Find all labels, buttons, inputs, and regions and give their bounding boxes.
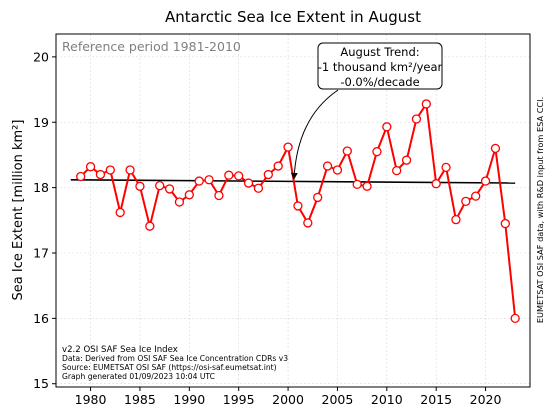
- x-tick-label: 1995: [223, 392, 255, 407]
- side-credit-note: EUMETSAT OSI SAF data, with R&D input fr…: [535, 97, 545, 323]
- data-point: [224, 170, 234, 180]
- x-tick-label: 2005: [322, 392, 354, 407]
- data-point: [313, 192, 323, 203]
- data-point: [303, 218, 313, 228]
- x-tick-label: 1980: [75, 392, 107, 407]
- plot-frame: [55, 33, 531, 388]
- data-point: [421, 99, 431, 109]
- data-point: [322, 161, 333, 171]
- data-point: [490, 143, 501, 154]
- x-tick-label: 2010: [371, 392, 403, 407]
- annotation-line-1: August Trend:: [340, 45, 419, 59]
- annotation-arrow: [290, 89, 339, 180]
- data-point: [204, 175, 214, 185]
- data-point: [500, 218, 510, 229]
- data-point: [135, 181, 145, 191]
- data-point: [115, 207, 125, 218]
- data-point: [85, 162, 96, 172]
- data-point: [461, 196, 471, 206]
- x-tick-label: 2020: [470, 392, 502, 407]
- data-point: [273, 161, 283, 171]
- data-point: [76, 171, 86, 182]
- annotation-line-2: -1 thousand km²/year: [318, 60, 443, 74]
- data-point: [214, 190, 224, 201]
- data-point: [411, 114, 422, 124]
- data-point: [174, 197, 185, 207]
- data-point: [362, 181, 372, 191]
- y-tick-label: 19: [33, 115, 49, 130]
- x-tick-label: 2000: [272, 392, 304, 407]
- info-line-source: Source: EUMETSAT OSI SAF (https://osi-sa…: [62, 363, 277, 372]
- data-point: [253, 183, 264, 193]
- data-point: [451, 215, 461, 225]
- info-line-data: Data: Derived from OSI SAF Sea Ice Conce…: [62, 354, 288, 363]
- data-point: [382, 122, 392, 132]
- data-point: [194, 176, 204, 186]
- y-axis-label: Sea Ice Extent [million km²]: [11, 120, 26, 301]
- x-tick-label: 2015: [420, 392, 452, 407]
- data-point: [372, 147, 382, 157]
- data-point: [441, 162, 451, 173]
- y-axis: 15 16 17 18 19 20: [33, 49, 56, 391]
- data-point: [125, 165, 135, 175]
- data-point: [401, 155, 412, 165]
- y-tick-label: 18: [33, 180, 49, 195]
- data-point: [392, 165, 402, 176]
- y-tick-label: 15: [33, 376, 49, 391]
- data-point: [155, 181, 165, 191]
- data-point: [105, 165, 115, 175]
- x-tick-label: 1985: [124, 392, 156, 407]
- data-point: [164, 184, 175, 194]
- data-point: [234, 171, 244, 181]
- x-axis: 1980 1985 1990 1995 2000 2005 2010 2015 2020: [75, 387, 502, 407]
- data-point: [263, 169, 273, 180]
- data-point: [352, 179, 362, 190]
- y-tick-label: 16: [33, 311, 49, 326]
- data-point: [332, 165, 343, 175]
- data-point: [145, 221, 155, 231]
- trend-annotation: August Trend: -1 thousand km²/year -0.0%…: [290, 42, 443, 180]
- data-point: [243, 178, 254, 188]
- x-tick-label: 1990: [173, 392, 205, 407]
- annotation-line-3: -0.0%/decade: [340, 75, 419, 89]
- series-line: [79, 101, 517, 319]
- data-point: [480, 176, 491, 186]
- info-line-generated: Graph generated 01/09/2023 10:04 UTC: [62, 372, 215, 381]
- data-point: [510, 313, 520, 324]
- data-point: [293, 201, 303, 211]
- data-point: [471, 191, 481, 201]
- data-point: [283, 142, 293, 152]
- chart-title: Antarctic Sea Ice Extent in August: [165, 8, 421, 26]
- annotation-box: [317, 42, 443, 90]
- data-point: [95, 169, 106, 180]
- y-tick-label: 20: [33, 49, 49, 64]
- data-point: [184, 190, 194, 200]
- data-point: [431, 179, 441, 189]
- info-block: v2.2 OSI SAF Sea Ice Index Data: Derived…: [62, 345, 288, 381]
- data-point: [342, 146, 352, 156]
- reference-period-note: Reference period 1981-2010: [62, 39, 241, 54]
- y-tick-label: 17: [33, 245, 49, 260]
- data-points: [76, 99, 520, 324]
- info-line-version: v2.2 OSI SAF Sea Ice Index: [62, 345, 178, 355]
- grid: [56, 34, 530, 387]
